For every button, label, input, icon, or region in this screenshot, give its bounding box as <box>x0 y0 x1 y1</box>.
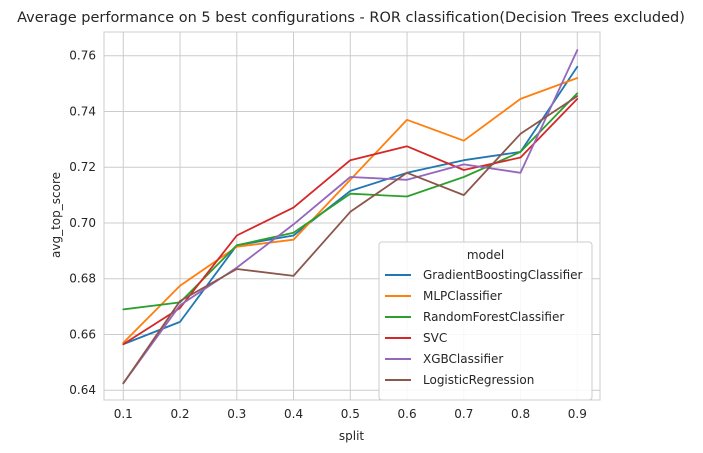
legend: model GradientBoostingClassifier MLPClass… <box>378 241 593 401</box>
y-tick-labels: 0.64 0.66 0.68 0.70 0.72 0.74 0.76 <box>69 49 96 398</box>
legend-label-xgbclassifier: XGBClassifier <box>423 352 503 366</box>
y-tick-label: 0.76 <box>69 49 96 63</box>
legend-items: GradientBoostingClassifier MLPClassifier R… <box>385 268 583 387</box>
x-tick-label: 0.4 <box>284 407 303 421</box>
y-tick-label: 0.74 <box>69 104 96 118</box>
legend-label-logisticregression: LogisticRegression <box>423 373 534 387</box>
x-tick-label: 0.6 <box>398 407 417 421</box>
grid-lines <box>104 32 600 400</box>
series-line-logisticregression <box>122 95 579 385</box>
y-axis-label: avg_top_score <box>49 172 63 258</box>
legend-box <box>378 241 593 401</box>
x-tick-label: 0.3 <box>227 407 246 421</box>
x-tick-label: 0.1 <box>114 407 133 421</box>
chart-title: Average performance on 5 best configurat… <box>17 10 685 26</box>
legend-label-gradientboostingclassifier: GradientBoostingClassifier <box>423 268 583 282</box>
y-tick-label: 0.66 <box>69 327 96 341</box>
series-line-svc <box>122 98 579 346</box>
legend-title: model <box>467 248 504 262</box>
legend-label-randomforestclassifier: RandomForestClassifier <box>423 310 564 324</box>
x-tick-label: 0.7 <box>454 407 473 421</box>
x-tick-label: 0.8 <box>511 407 530 421</box>
x-tick-label: 0.2 <box>170 407 189 421</box>
legend-label-svc: SVC <box>423 331 447 345</box>
y-tick-label: 0.70 <box>69 216 96 230</box>
series-lines <box>122 49 579 385</box>
y-tick-label: 0.64 <box>69 383 96 397</box>
x-axis-label: split <box>339 429 365 443</box>
x-tick-labels: 0.1 0.2 0.3 0.4 0.5 0.6 0.7 0.8 0.9 <box>114 407 587 421</box>
y-tick-label: 0.72 <box>69 160 96 174</box>
y-tick-label: 0.68 <box>69 272 96 286</box>
plot-area <box>103 31 601 401</box>
series-line-xgbclassifier <box>122 49 579 385</box>
series-line-mlpclassifier <box>122 77 579 344</box>
legend-label-mlpclassifier: MLPClassifier <box>423 289 502 303</box>
x-tick-label: 0.9 <box>568 407 587 421</box>
x-tick-label: 0.5 <box>341 407 360 421</box>
